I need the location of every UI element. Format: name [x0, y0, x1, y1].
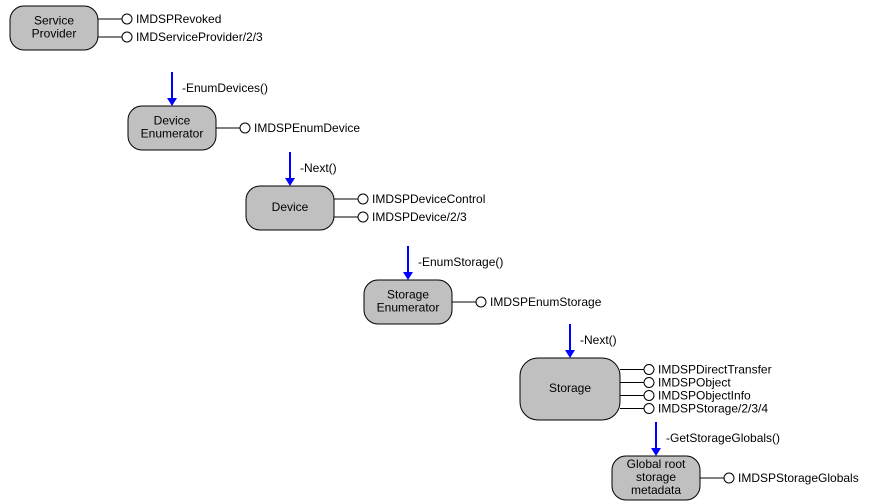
- lollipop-icon: [358, 194, 368, 204]
- node-gr-label-0: Global root: [627, 457, 686, 471]
- interface-label: IMDSPStorage/2/3/4: [658, 402, 768, 416]
- node-dev: Device IMDSPDeviceControl IMDSPDevice/2/3: [246, 186, 485, 230]
- node-se: StorageEnumerator IMDSPEnumStorage: [364, 280, 602, 324]
- lollipop-icon: [122, 32, 132, 42]
- arrowhead-icon: [285, 178, 295, 186]
- node-sp-label-1: Provider: [32, 27, 77, 41]
- node-de-label-1: Enumerator: [141, 127, 204, 141]
- lollipop-icon: [724, 473, 734, 483]
- interface-label: IMDSPDirectTransfer: [658, 363, 772, 377]
- node-de-label-0: Device: [154, 114, 191, 128]
- node-gr-label-2: metadata: [631, 483, 681, 497]
- interface-label: IMDSPStorageGlobals: [738, 471, 859, 485]
- interface-label: IMDSPDevice/2/3: [372, 210, 467, 224]
- arrowhead-icon: [167, 98, 177, 106]
- node-se-label-0: Storage: [387, 288, 429, 302]
- node-de: DeviceEnumerator IMDSPEnumDevice: [128, 106, 360, 150]
- arrowhead-icon: [565, 350, 575, 358]
- method-label: -Next(): [580, 333, 617, 347]
- interface-label: IMDSPEnumStorage: [490, 295, 602, 309]
- node-st: StorageIMDSPDirectTransferIMDSPObjectIMD…: [520, 358, 772, 420]
- interface-label: IMDServiceProvider/2/3: [136, 30, 263, 44]
- interface-label: IMDSPObjectInfo: [658, 389, 751, 403]
- method-label: -GetStorageGlobals(): [666, 431, 780, 445]
- node-gr-label-1: storage: [636, 470, 676, 484]
- method-label: -EnumDevices(): [182, 81, 268, 95]
- node-sp-label-0: Service: [34, 14, 74, 28]
- method-label: -EnumStorage(): [418, 255, 503, 269]
- node-se-label-1: Enumerator: [377, 301, 440, 315]
- lollipop-icon: [240, 123, 250, 133]
- node-st-label-0: Storage: [549, 381, 591, 395]
- interface-label: IMDSPObject: [658, 376, 731, 390]
- node-dev-label-0: Device: [272, 200, 309, 214]
- interface-label: IMDSPEnumDevice: [254, 121, 360, 135]
- lollipop-icon: [644, 404, 654, 414]
- node-sp: ServiceProvider IMDSPRevoked IMDServicePro…: [10, 6, 263, 50]
- lollipop-icon: [476, 297, 486, 307]
- lollipop-icon: [644, 391, 654, 401]
- arrowhead-icon: [403, 272, 413, 280]
- interface-label: IMDSPDeviceControl: [372, 192, 485, 206]
- lollipop-icon: [644, 378, 654, 388]
- diagram-canvas: ServiceProvider IMDSPRevoked IMDServicePro…: [0, 0, 888, 504]
- lollipop-icon: [644, 365, 654, 375]
- lollipop-icon: [122, 14, 132, 24]
- interface-label: IMDSPRevoked: [136, 12, 221, 26]
- lollipop-icon: [358, 212, 368, 222]
- arrowhead-icon: [651, 448, 661, 456]
- method-label: -Next(): [300, 161, 337, 175]
- node-gr: Global rootstoragemetadata IMDSPStorageGl…: [612, 456, 859, 500]
